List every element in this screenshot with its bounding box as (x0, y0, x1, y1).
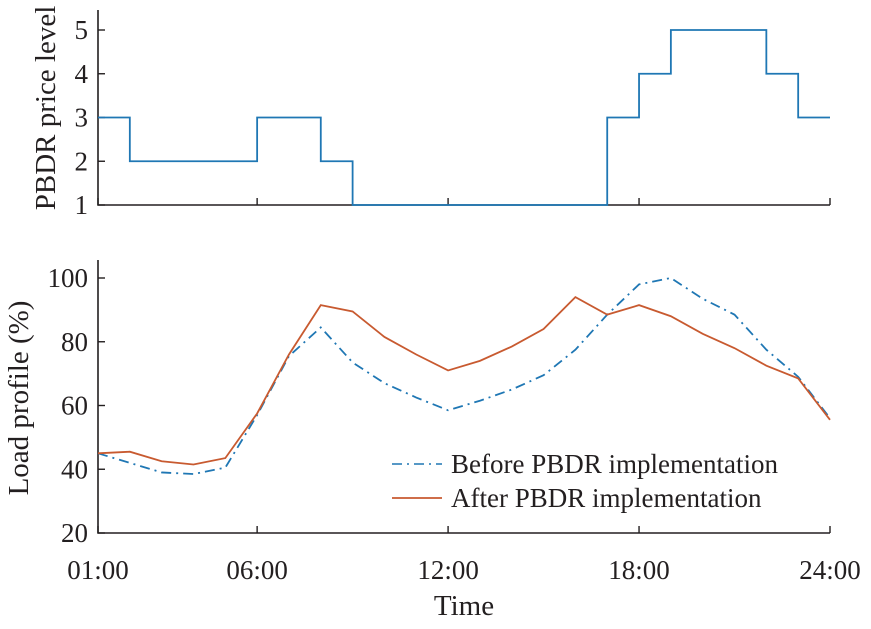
load-profile-series (97, 277, 831, 475)
price-level-y-axis-title: PBDR price level (30, 6, 62, 211)
price-level-y-tick-label: 1 (75, 190, 89, 220)
price-level-y-tick-label: 2 (75, 146, 89, 176)
x-tick-label: 18:00 (608, 555, 670, 585)
price-level-axes (97, 10, 830, 206)
legend-label-after: After PBDR implementation (451, 483, 762, 513)
x-tick-label: 01:00 (67, 555, 129, 585)
load-profile-y-tick-label: 60 (61, 391, 88, 421)
load-profile-series-line-before (97, 277, 831, 475)
price-level-y-tick-label: 4 (75, 59, 89, 89)
price-level-series (98, 29, 830, 206)
load-profile-y-tick-label: 40 (61, 454, 88, 484)
x-axis-title: Time (434, 590, 494, 622)
price-level-x-ticks (97, 198, 831, 205)
load-profile-y-tick-label: 100 (48, 263, 89, 293)
x-tick-label: 24:00 (799, 555, 861, 585)
price-level-y-ticks: 1 2 3 4 5 (75, 15, 105, 220)
x-tick-label: 12:00 (417, 555, 479, 585)
load-profile-y-ticks: 20 40 60 80 100 (48, 263, 105, 548)
price-level-panel: 1 2 3 4 5 PBDR price level (30, 6, 831, 220)
price-level-y-tick-label: 3 (75, 103, 89, 133)
legend: Before PBDR implementation After PBDR im… (392, 449, 778, 513)
price-level-y-tick-label: 5 (75, 15, 89, 45)
load-profile-panel: 20 40 60 80 100 01:00 06:00 12:00 18:00 24:00 Lo… (3, 260, 861, 622)
load-profile-y-tick-label: 20 (61, 518, 88, 548)
load-profile-x-ticks: 01:00 06:00 12:00 18:00 24:00 (67, 526, 861, 585)
x-tick-label: 06:00 (226, 555, 288, 585)
load-profile-y-axis-title: Load profile (%) (3, 301, 35, 496)
load-profile-y-tick-label: 80 (61, 327, 88, 357)
price-level-series-line-price (98, 29, 830, 206)
legend-label-before: Before PBDR implementation (451, 449, 778, 479)
load-profile-series-line-after (97, 296, 831, 466)
